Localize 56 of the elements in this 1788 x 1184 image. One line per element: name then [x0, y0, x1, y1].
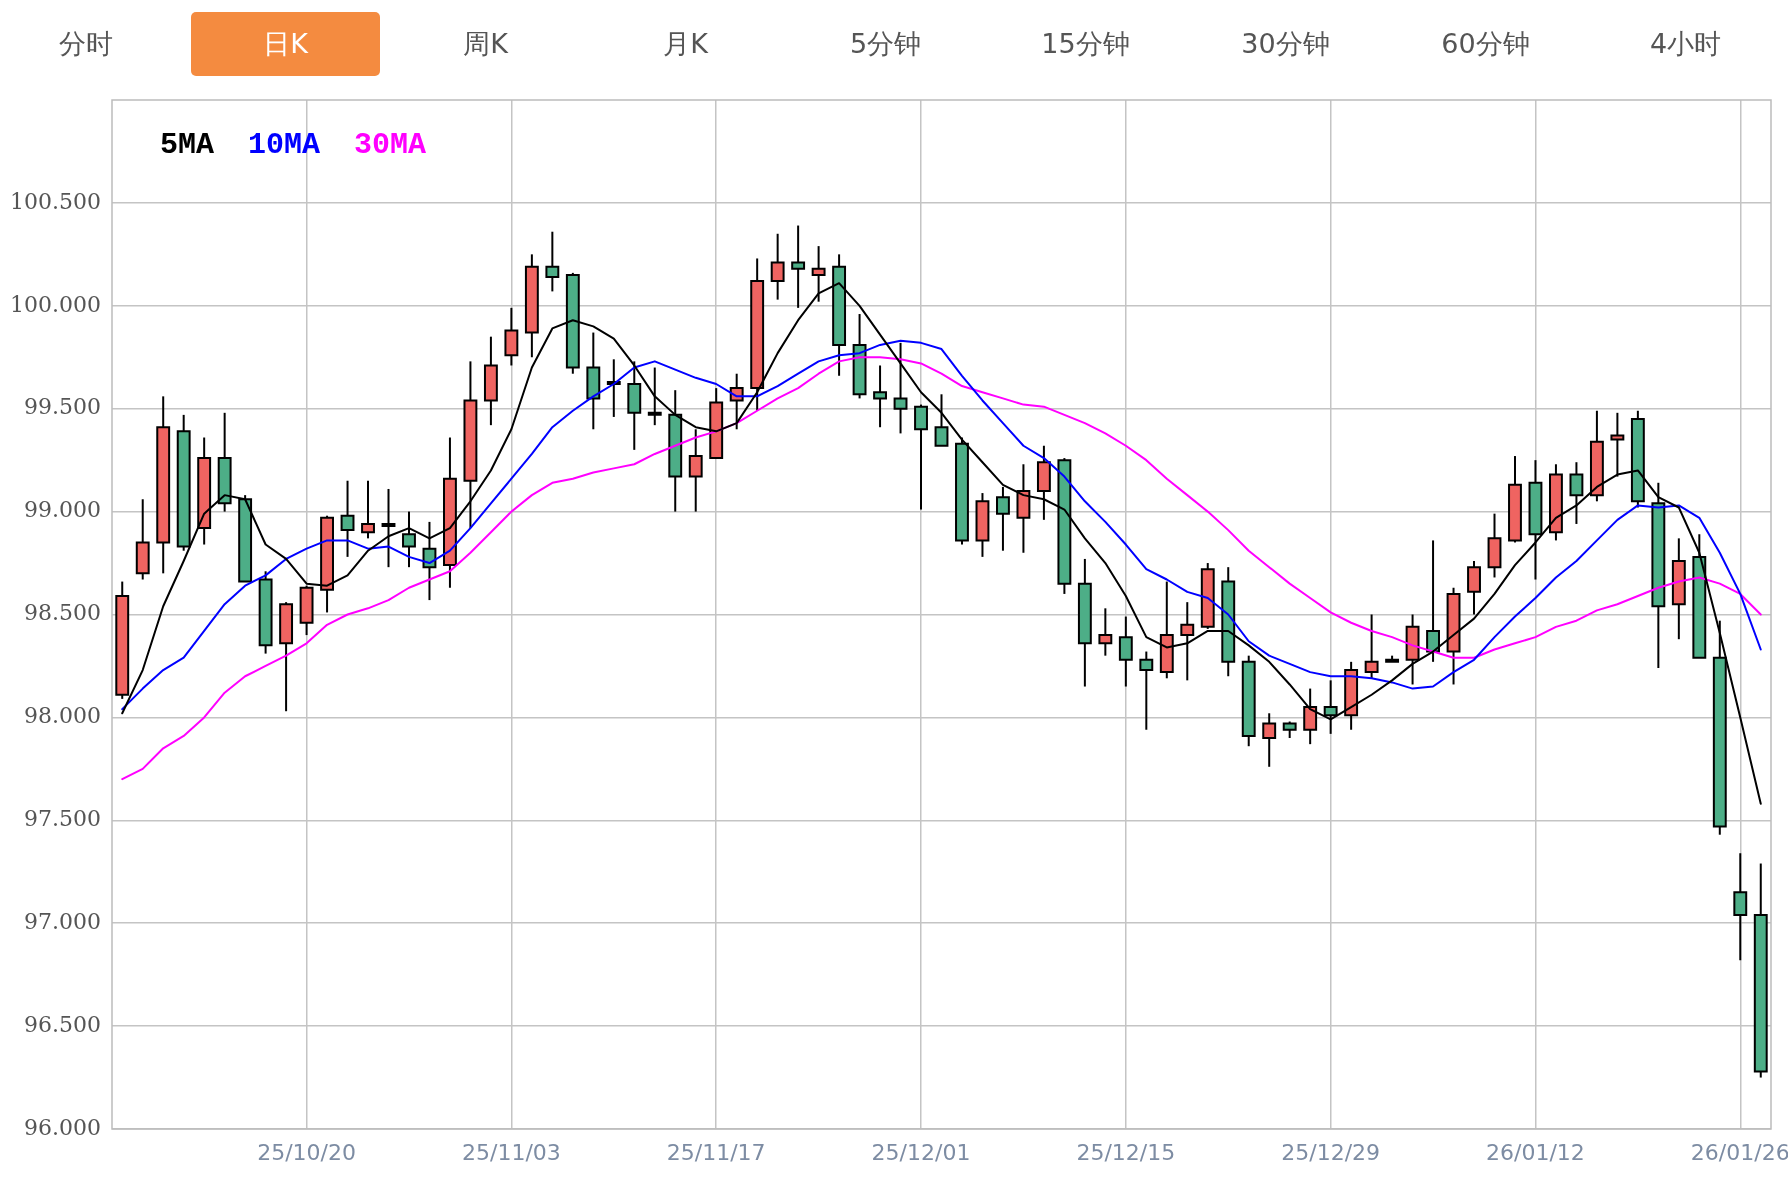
y-tick-label: 97.000: [24, 908, 101, 934]
x-tick-label: 26/01/12: [1486, 1139, 1585, 1165]
y-tick-label: 96.500: [24, 1011, 101, 1037]
candlestick: [402, 510, 416, 569]
candlestick: [1610, 411, 1625, 478]
candlestick: [934, 393, 949, 447]
y-tick-label: 99.000: [24, 497, 101, 523]
candlestick: [545, 230, 560, 293]
text: 60分钟: [1440, 27, 1531, 61]
candlestick: [1323, 679, 1338, 735]
candlestick: [914, 403, 928, 511]
candlestick: [791, 224, 806, 309]
candlestick: [996, 485, 1010, 552]
text: 30MA: [354, 127, 427, 162]
text: 10MA: [248, 127, 321, 162]
candlestick: [873, 364, 887, 429]
y-tick-label: 100.500: [10, 188, 101, 214]
text: 月K: [662, 27, 709, 61]
text: 4小时: [1648, 27, 1723, 61]
candlestick: [770, 232, 785, 301]
candlestick: [1364, 613, 1379, 680]
text: 日K: [191, 12, 380, 76]
x-tick-label: 25/12/01: [871, 1139, 971, 1165]
y-tick-label: 97.500: [24, 806, 101, 832]
text: 5分钟: [848, 27, 923, 61]
x-tick-label: 25/12/29: [1281, 1139, 1381, 1165]
x-tick-label: 26/01/26: [1690, 1139, 1788, 1165]
candlestick: [1118, 615, 1133, 688]
candlestick: [1569, 461, 1584, 525]
text: 周K: [462, 27, 509, 61]
candlestick: [1733, 852, 1748, 962]
text: 15分钟: [1040, 27, 1131, 61]
candlestick: [340, 479, 355, 558]
y-tick-label: 100.000: [10, 291, 101, 317]
x-tick-label: 25/11/17: [666, 1139, 766, 1165]
candlestick: [1098, 607, 1113, 657]
candlestick: [688, 428, 703, 513]
x-tick-label: 25/11/03: [461, 1139, 561, 1165]
candlestick: [647, 366, 662, 427]
y-tick-label: 99.500: [24, 394, 101, 420]
text: 分时: [57, 27, 114, 61]
y-tick-label: 98.500: [24, 600, 101, 626]
y-tick-label: 96.000: [24, 1114, 101, 1140]
text: 5MA: [160, 127, 215, 162]
candlestick: [1426, 539, 1440, 663]
candlestick: [1180, 601, 1195, 682]
candlestick: [1262, 712, 1277, 768]
candlestick: [1303, 687, 1318, 746]
x-tick-label: 25/10/20: [257, 1139, 356, 1165]
candlestick: [1139, 650, 1154, 731]
candlestick: [381, 487, 396, 569]
x-tick-label: 25/12/15: [1076, 1139, 1176, 1165]
text: 30分钟: [1240, 27, 1331, 61]
y-tick-label: 98.000: [24, 703, 101, 729]
candlestick: [893, 341, 908, 435]
candlestick: [361, 479, 375, 540]
